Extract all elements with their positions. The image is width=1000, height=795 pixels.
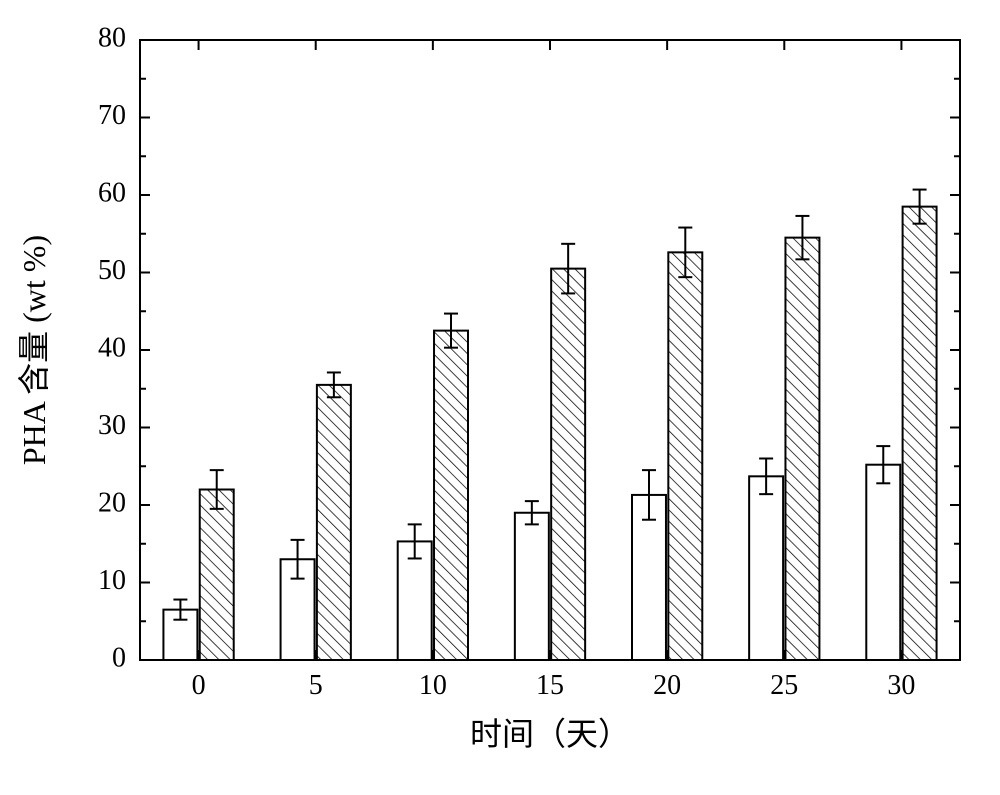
- bar-series-b-hatched: [551, 269, 585, 660]
- bar-chart: 0 10 20 30 40 50 60 70 80 0 5 10 15 20 25 30 PHA 含量 (wt …: [0, 0, 1000, 795]
- y-tick-label: 50: [98, 255, 126, 286]
- y-axis-label: PHA 含量 (wt %): [16, 235, 52, 465]
- bar-series-b-hatched: [785, 238, 819, 660]
- bar-series-b-hatched: [434, 331, 468, 660]
- x-tick-label: 15: [536, 670, 564, 701]
- bar-series-a-open: [866, 465, 900, 660]
- y-tick-label: 70: [98, 100, 126, 131]
- y-tick-label: 0: [112, 642, 126, 673]
- y-tick-label: 30: [98, 410, 126, 441]
- chart-container: 0 10 20 30 40 50 60 70 80 0 5 10 15 20 25 30 PHA 含量 (wt …: [0, 0, 1000, 795]
- y-tick-label: 80: [98, 22, 126, 53]
- x-tick-label: 20: [653, 670, 681, 701]
- x-tick-label: 25: [770, 670, 798, 701]
- plot-area: [140, 40, 960, 660]
- bar-series-a-open: [749, 476, 783, 660]
- y-tick-label: 40: [98, 332, 126, 363]
- x-axis-label: 时间（天）: [470, 716, 630, 752]
- y-tick-label: 20: [98, 487, 126, 518]
- x-tick-label: 30: [887, 670, 915, 701]
- bar-series-b-hatched: [317, 385, 351, 660]
- x-tick-label: 0: [192, 670, 206, 701]
- x-tick-label: 5: [309, 670, 323, 701]
- bar-series-b-hatched: [200, 490, 234, 661]
- y-tick-label: 60: [98, 177, 126, 208]
- bar-series-b-hatched: [903, 207, 937, 660]
- bar-series-b-hatched: [668, 252, 702, 660]
- y-tick-label: 10: [98, 565, 126, 596]
- bar-series-a-open: [515, 513, 549, 660]
- x-tick-label: 10: [419, 670, 447, 701]
